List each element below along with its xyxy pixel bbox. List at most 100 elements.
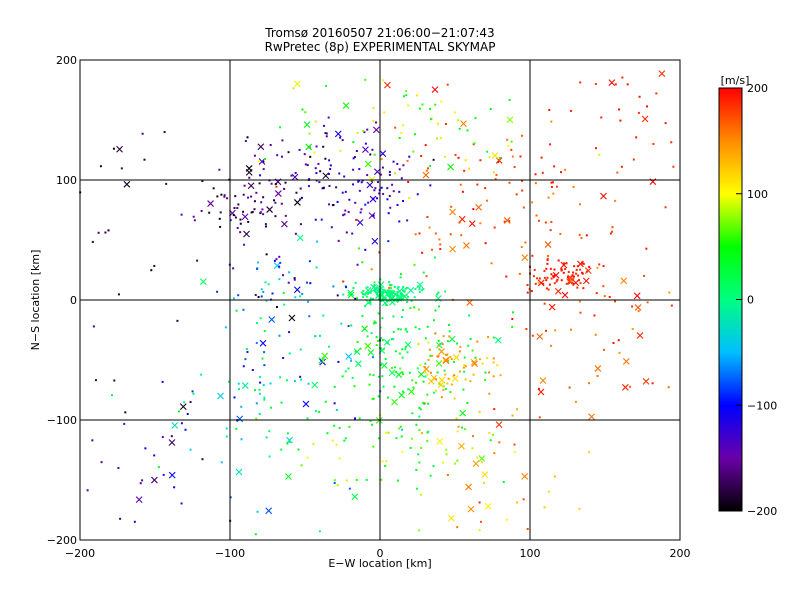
data-point-dot bbox=[286, 442, 289, 445]
data-point-dot bbox=[569, 328, 572, 331]
data-point-dot bbox=[400, 177, 403, 180]
data-point-dot bbox=[570, 280, 573, 283]
data-point-cross bbox=[171, 421, 179, 429]
data-point-dot bbox=[263, 396, 266, 399]
data-point-dot bbox=[447, 377, 450, 380]
data-point-dot bbox=[418, 107, 421, 110]
data-point-dot bbox=[297, 448, 300, 451]
colorbar: [m/s] 200 100 0 −100 −200 bbox=[718, 74, 777, 518]
data-point-dot bbox=[374, 187, 377, 190]
data-point-dot bbox=[427, 430, 430, 433]
data-point-dot bbox=[471, 435, 474, 438]
data-point-dot bbox=[392, 330, 395, 333]
data-point-dot bbox=[170, 435, 173, 438]
data-point-dot bbox=[416, 285, 419, 288]
data-point-dot bbox=[219, 211, 222, 214]
data-point-cross bbox=[447, 514, 455, 522]
data-point-dot bbox=[183, 401, 186, 404]
data-point-dot bbox=[290, 174, 293, 177]
data-point-dot bbox=[454, 153, 457, 156]
data-point-dot bbox=[431, 248, 434, 251]
data-point-dot bbox=[543, 270, 546, 273]
data-point-dot bbox=[572, 271, 575, 274]
data-point-dot bbox=[463, 370, 466, 373]
data-point-dot bbox=[655, 92, 658, 95]
data-point-dot bbox=[329, 164, 332, 167]
data-point-dot bbox=[283, 187, 286, 190]
data-point-cross bbox=[265, 507, 273, 515]
data-point-dot bbox=[189, 448, 192, 451]
data-point-dot bbox=[393, 385, 396, 388]
data-point-dot bbox=[488, 156, 491, 159]
data-point-dot bbox=[552, 275, 555, 278]
data-point-dot bbox=[538, 277, 541, 280]
data-point-dot bbox=[264, 225, 267, 228]
data-point-dot bbox=[418, 286, 421, 289]
data-point-cross bbox=[422, 171, 430, 179]
data-point-dot bbox=[245, 347, 248, 350]
data-point-dot bbox=[440, 396, 443, 399]
data-point-dot bbox=[543, 276, 546, 279]
data-point-dot bbox=[253, 208, 256, 211]
data-point-cross bbox=[620, 277, 628, 285]
data-point-dot bbox=[223, 195, 226, 198]
data-point-dot bbox=[385, 303, 388, 306]
data-point-dot bbox=[235, 309, 238, 312]
data-point-dot bbox=[574, 400, 577, 403]
data-point-dot bbox=[425, 169, 428, 172]
data-point-dot bbox=[416, 367, 419, 370]
data-point-dot bbox=[117, 467, 120, 470]
data-point-cross bbox=[135, 496, 143, 504]
data-point-dot bbox=[218, 217, 221, 220]
data-point-dot bbox=[306, 456, 309, 459]
data-point-dot bbox=[435, 389, 438, 392]
x-tick-label: 100 bbox=[520, 547, 541, 560]
data-point-dot bbox=[447, 323, 450, 326]
data-point-dot bbox=[426, 393, 429, 396]
data-point-dot bbox=[412, 150, 415, 153]
colorbar-tick-label: −200 bbox=[747, 505, 777, 518]
data-point-dot bbox=[354, 417, 357, 420]
data-point-dot bbox=[401, 309, 404, 312]
data-point-dot bbox=[415, 423, 418, 426]
data-point-dot bbox=[225, 435, 228, 438]
data-point-dot bbox=[369, 373, 372, 376]
data-point-dot bbox=[495, 174, 498, 177]
data-point-dot bbox=[612, 341, 615, 344]
data-point-dot bbox=[113, 379, 116, 382]
y-tick-label: 200 bbox=[56, 54, 77, 67]
data-point-dot bbox=[218, 168, 221, 171]
data-point-dot bbox=[598, 263, 601, 266]
data-point-cross bbox=[311, 381, 319, 389]
data-point-dot bbox=[408, 371, 411, 374]
data-point-dot bbox=[575, 272, 578, 275]
data-point-dot bbox=[572, 275, 575, 278]
data-point-dot bbox=[505, 275, 508, 278]
data-point-dot bbox=[341, 191, 344, 194]
data-point-dot bbox=[254, 293, 257, 296]
data-point-dot bbox=[449, 233, 452, 236]
data-point-dot bbox=[364, 305, 367, 308]
data-point-cross bbox=[207, 200, 214, 207]
data-point-dot bbox=[396, 295, 399, 298]
data-point-dot bbox=[416, 487, 419, 490]
data-point-dot bbox=[280, 401, 283, 404]
data-point-dot bbox=[373, 290, 376, 293]
x-tick-label: 200 bbox=[670, 547, 691, 560]
data-point-dot bbox=[508, 181, 511, 184]
data-point-dot bbox=[466, 129, 469, 132]
data-point-dot bbox=[373, 322, 376, 325]
data-point-dot bbox=[251, 369, 254, 372]
data-point-dot bbox=[618, 351, 621, 354]
data-point-cross bbox=[417, 370, 425, 378]
data-point-dot bbox=[468, 314, 471, 317]
data-point-dot bbox=[407, 104, 410, 107]
data-point-dot bbox=[602, 285, 605, 288]
data-point-dot bbox=[263, 398, 266, 401]
data-point-cross bbox=[658, 70, 666, 77]
data-point-dot bbox=[407, 295, 410, 298]
data-point-cross bbox=[608, 79, 616, 87]
data-point-dot bbox=[472, 208, 475, 211]
data-point-cross bbox=[503, 217, 511, 224]
data-point-dot bbox=[288, 331, 291, 334]
